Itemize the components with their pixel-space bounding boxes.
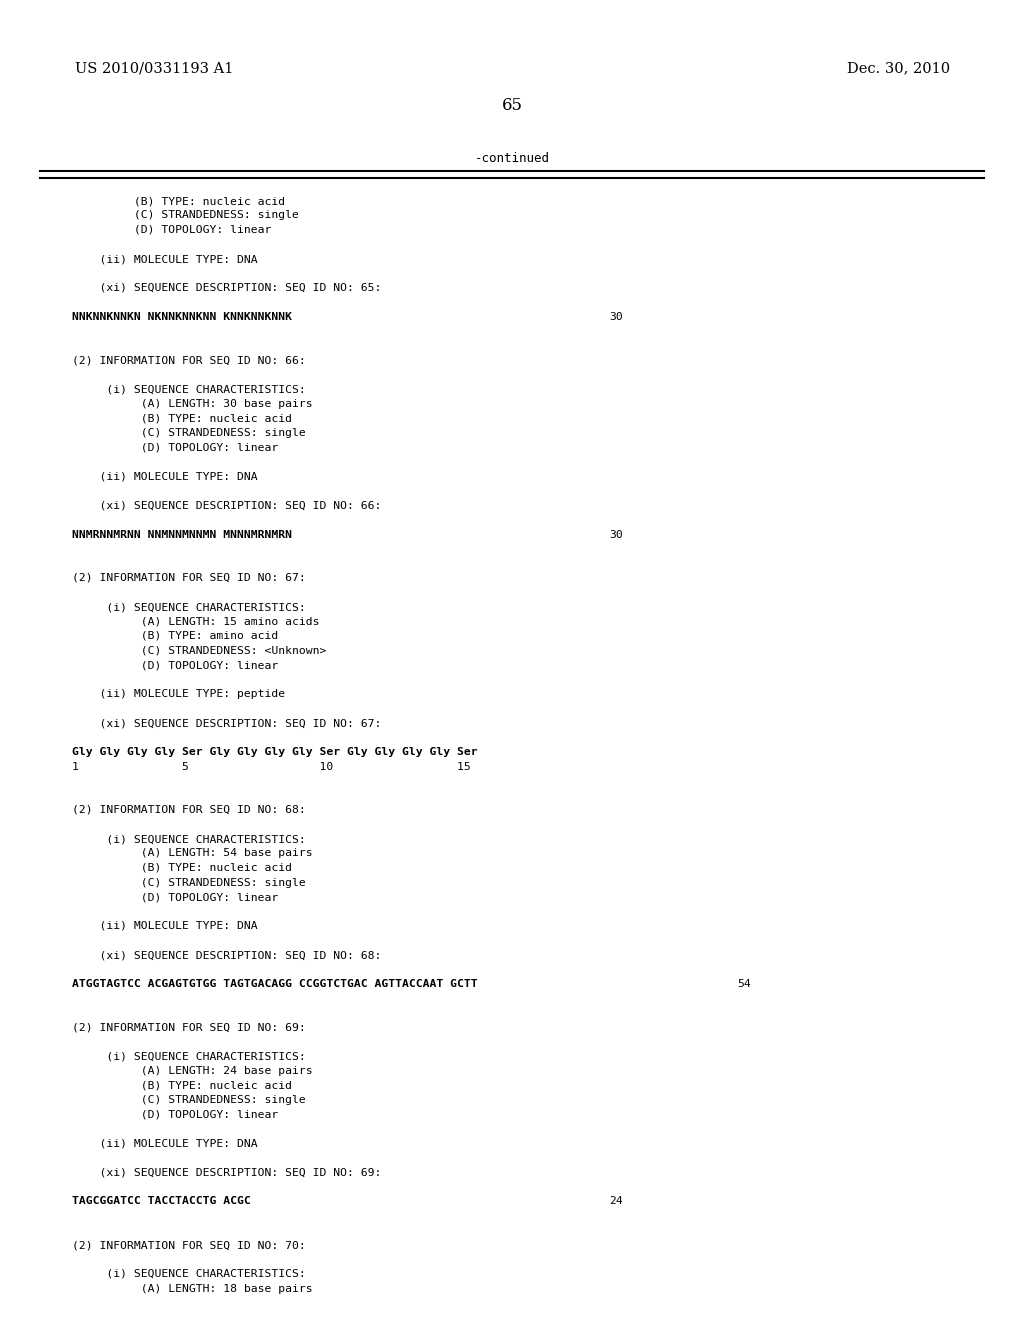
- Text: ATGGTAGTCC ACGAGTGTGG TAGTGACAGG CCGGTCTGAC AGTTACCAAT GCTT: ATGGTAGTCC ACGAGTGTGG TAGTGACAGG CCGGTCT…: [72, 979, 477, 989]
- Text: 30: 30: [609, 312, 623, 322]
- Text: (D) TOPOLOGY: linear: (D) TOPOLOGY: linear: [72, 660, 279, 671]
- Text: (A) LENGTH: 24 base pairs: (A) LENGTH: 24 base pairs: [72, 1067, 312, 1076]
- Text: (xi) SEQUENCE DESCRIPTION: SEQ ID NO: 68:: (xi) SEQUENCE DESCRIPTION: SEQ ID NO: 68…: [72, 950, 381, 960]
- Text: (ii) MOLECULE TYPE: peptide: (ii) MOLECULE TYPE: peptide: [72, 689, 285, 700]
- Text: NNKNNKNNKN NKNNKNNKNN KNNKNNKNNK: NNKNNKNNKN NKNNKNNKNN KNNKNNKNNK: [72, 312, 292, 322]
- Text: (D) TOPOLOGY: linear: (D) TOPOLOGY: linear: [72, 442, 279, 453]
- Text: 24: 24: [609, 1196, 623, 1206]
- Text: (D) TOPOLOGY: linear: (D) TOPOLOGY: linear: [72, 892, 279, 902]
- Text: (i) SEQUENCE CHARACTERISTICS:: (i) SEQUENCE CHARACTERISTICS:: [72, 1269, 306, 1279]
- Text: (C) STRANDEDNESS: <Unknown>: (C) STRANDEDNESS: <Unknown>: [72, 645, 327, 656]
- Text: (C) STRANDEDNESS: single: (C) STRANDEDNESS: single: [72, 878, 306, 887]
- Text: (B) TYPE: nucleic acid: (B) TYPE: nucleic acid: [72, 1081, 292, 1090]
- Text: (B) TYPE: nucleic acid: (B) TYPE: nucleic acid: [72, 413, 292, 424]
- Text: (2) INFORMATION FOR SEQ ID NO: 67:: (2) INFORMATION FOR SEQ ID NO: 67:: [72, 573, 306, 583]
- Text: TAGCGGATCC TACCTACCTG ACGC: TAGCGGATCC TACCTACCTG ACGC: [72, 1196, 251, 1206]
- Text: (B) TYPE: nucleic acid: (B) TYPE: nucleic acid: [72, 863, 292, 873]
- Text: (ii) MOLECULE TYPE: DNA: (ii) MOLECULE TYPE: DNA: [72, 921, 258, 931]
- Text: (A) LENGTH: 54 base pairs: (A) LENGTH: 54 base pairs: [72, 849, 312, 858]
- Text: (A) LENGTH: 18 base pairs: (A) LENGTH: 18 base pairs: [72, 1283, 312, 1294]
- Text: -continued: -continued: [474, 152, 550, 165]
- Text: (ii) MOLECULE TYPE: DNA: (ii) MOLECULE TYPE: DNA: [72, 471, 258, 482]
- Text: US 2010/0331193 A1: US 2010/0331193 A1: [75, 61, 233, 75]
- Text: (C) STRANDEDNESS: single: (C) STRANDEDNESS: single: [72, 428, 306, 438]
- Text: 54: 54: [737, 979, 751, 989]
- Text: (D) TOPOLOGY: linear: (D) TOPOLOGY: linear: [72, 224, 271, 235]
- Text: (2) INFORMATION FOR SEQ ID NO: 69:: (2) INFORMATION FOR SEQ ID NO: 69:: [72, 1023, 306, 1032]
- Text: (C) STRANDEDNESS: single: (C) STRANDEDNESS: single: [72, 210, 299, 220]
- Text: (B) TYPE: nucleic acid: (B) TYPE: nucleic acid: [72, 195, 285, 206]
- Text: Dec. 30, 2010: Dec. 30, 2010: [847, 61, 950, 75]
- Text: (xi) SEQUENCE DESCRIPTION: SEQ ID NO: 65:: (xi) SEQUENCE DESCRIPTION: SEQ ID NO: 65…: [72, 282, 381, 293]
- Text: (xi) SEQUENCE DESCRIPTION: SEQ ID NO: 67:: (xi) SEQUENCE DESCRIPTION: SEQ ID NO: 67…: [72, 718, 381, 729]
- Text: (2) INFORMATION FOR SEQ ID NO: 66:: (2) INFORMATION FOR SEQ ID NO: 66:: [72, 355, 306, 366]
- Text: (i) SEQUENCE CHARACTERISTICS:: (i) SEQUENCE CHARACTERISTICS:: [72, 602, 306, 612]
- Text: (i) SEQUENCE CHARACTERISTICS:: (i) SEQUENCE CHARACTERISTICS:: [72, 834, 306, 843]
- Text: 1               5                   10                  15: 1 5 10 15: [72, 762, 471, 771]
- Text: (ii) MOLECULE TYPE: DNA: (ii) MOLECULE TYPE: DNA: [72, 253, 258, 264]
- Text: Gly Gly Gly Gly Ser Gly Gly Gly Gly Ser Gly Gly Gly Gly Ser: Gly Gly Gly Gly Ser Gly Gly Gly Gly Ser …: [72, 747, 477, 756]
- Text: (A) LENGTH: 15 amino acids: (A) LENGTH: 15 amino acids: [72, 616, 319, 627]
- Text: (A) LENGTH: 30 base pairs: (A) LENGTH: 30 base pairs: [72, 399, 312, 409]
- Text: (xi) SEQUENCE DESCRIPTION: SEQ ID NO: 66:: (xi) SEQUENCE DESCRIPTION: SEQ ID NO: 66…: [72, 500, 381, 511]
- Text: (2) INFORMATION FOR SEQ ID NO: 68:: (2) INFORMATION FOR SEQ ID NO: 68:: [72, 805, 306, 814]
- Text: (i) SEQUENCE CHARACTERISTICS:: (i) SEQUENCE CHARACTERISTICS:: [72, 1052, 306, 1061]
- Text: NNMRNNMRNN NNMNNMNNMN MNNNMRNMRN: NNMRNNMRNN NNMNNMNNMN MNNNMRNMRN: [72, 529, 292, 540]
- Text: (C) STRANDEDNESS: single: (C) STRANDEDNESS: single: [72, 1096, 306, 1105]
- Text: 30: 30: [609, 529, 623, 540]
- Text: (ii) MOLECULE TYPE: DNA: (ii) MOLECULE TYPE: DNA: [72, 1138, 258, 1148]
- Text: (D) TOPOLOGY: linear: (D) TOPOLOGY: linear: [72, 1110, 279, 1119]
- Text: (i) SEQUENCE CHARACTERISTICS:: (i) SEQUENCE CHARACTERISTICS:: [72, 384, 306, 395]
- Text: (xi) SEQUENCE DESCRIPTION: SEQ ID NO: 69:: (xi) SEQUENCE DESCRIPTION: SEQ ID NO: 69…: [72, 1167, 381, 1177]
- Text: (B) TYPE: amino acid: (B) TYPE: amino acid: [72, 631, 279, 642]
- Text: 65: 65: [502, 96, 522, 114]
- Text: (2) INFORMATION FOR SEQ ID NO: 70:: (2) INFORMATION FOR SEQ ID NO: 70:: [72, 1239, 306, 1250]
